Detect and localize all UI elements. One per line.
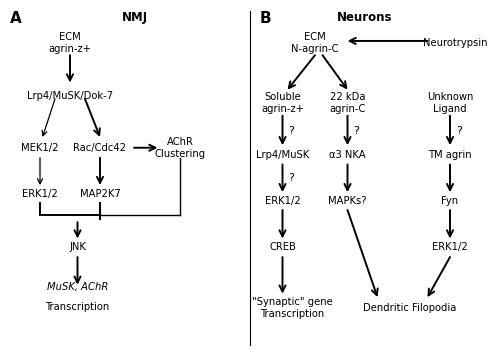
Text: CREB: CREB [269, 242, 296, 252]
Text: ?: ? [288, 126, 294, 136]
Text: A: A [10, 11, 22, 26]
Text: ECM
N-agrin-C: ECM N-agrin-C [291, 32, 339, 53]
Text: TM agrin: TM agrin [428, 150, 472, 160]
Text: Neurotrypsin: Neurotrypsin [423, 38, 487, 48]
Text: ?: ? [456, 126, 462, 136]
Text: ECM
agrin-z+: ECM agrin-z+ [48, 32, 92, 53]
Text: "Synaptic" gene
Transcription: "Synaptic" gene Transcription [252, 297, 333, 319]
Text: Rac/Cdc42: Rac/Cdc42 [74, 143, 126, 153]
Text: AChR
Clustering: AChR Clustering [154, 137, 206, 158]
Text: MuSK, AChR: MuSK, AChR [47, 282, 108, 292]
Text: Unknown
Ligand: Unknown Ligand [427, 93, 473, 114]
Text: Lrp4/MuSK/Dok-7: Lrp4/MuSK/Dok-7 [27, 91, 113, 101]
Text: JNK: JNK [69, 242, 86, 252]
Text: MAP2K7: MAP2K7 [80, 189, 120, 199]
Text: ?: ? [288, 173, 294, 183]
Text: ERK1/2: ERK1/2 [22, 189, 58, 199]
Text: B: B [260, 11, 272, 26]
Text: 22 kDa
agrin-C: 22 kDa agrin-C [330, 93, 366, 114]
Text: Transcription: Transcription [46, 302, 110, 312]
Text: Dendritic Filopodia: Dendritic Filopodia [364, 303, 456, 313]
Text: MEK1/2: MEK1/2 [21, 143, 59, 153]
Text: MAPKs?: MAPKs? [328, 196, 367, 206]
Text: ERK1/2: ERK1/2 [264, 196, 300, 206]
Text: NMJ: NMJ [122, 11, 148, 24]
Text: Neurons: Neurons [337, 11, 393, 24]
Text: Fyn: Fyn [442, 196, 458, 206]
Text: ERK1/2: ERK1/2 [432, 242, 468, 252]
Text: α3 NKA: α3 NKA [329, 150, 366, 160]
Text: ?: ? [354, 126, 360, 136]
Text: Soluble
agrin-z+: Soluble agrin-z+ [261, 93, 304, 114]
Text: Lrp4/MuSK: Lrp4/MuSK [256, 150, 309, 160]
